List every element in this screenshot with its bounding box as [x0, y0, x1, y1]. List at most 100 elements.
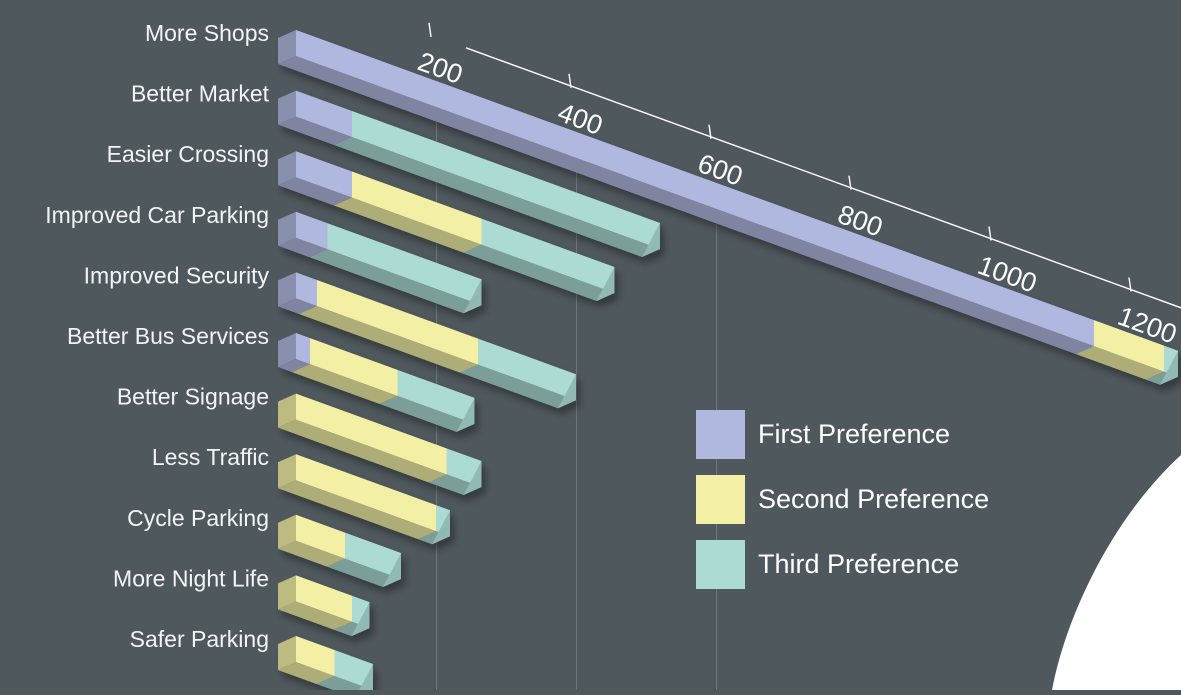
bar-row: First Preference: 20Second Preference: 1…	[278, 333, 475, 432]
category-label: Better Bus Services	[67, 323, 269, 349]
bar-segment: Second Preference: 70	[296, 514, 345, 559]
bar-segment: Second Preference: 100	[1094, 320, 1164, 372]
bar-row: Second Preference: 70Third Preference: 8…	[278, 514, 401, 587]
bar-row: Second Preference: 80Third Preference: 2…	[278, 575, 370, 637]
legend-swatch	[696, 540, 745, 589]
bar-row: First Preference: 1140Second Preference:…	[278, 30, 1178, 385]
bar-row: First Preference: 80Third Preference: 44…	[278, 90, 660, 257]
bar-segment: Second Preference: 185	[352, 171, 482, 245]
bar-segment: First Preference: 80	[296, 151, 352, 198]
bar-segment-bottom	[1076, 346, 1164, 380]
bar-end-cap	[278, 636, 296, 670]
bar-segment: Third Preference: 440	[352, 110, 660, 249]
bar-end-cap	[278, 30, 296, 64]
bar-segment: Third Preference: 80	[345, 532, 401, 579]
bar-segment-bottom	[463, 244, 615, 302]
bar-segment: Third Preference: 220	[327, 223, 482, 306]
bar-segment-bottom	[299, 306, 478, 373]
bar-segment: Second Preference: 55	[296, 636, 335, 676]
category-label: Improved Security	[84, 262, 270, 288]
bar-segment: Second Preference: 125	[310, 338, 398, 396]
axis-tick	[568, 73, 572, 88]
legend-label: First Preference	[758, 419, 950, 449]
bar-segment: First Preference: 45	[296, 211, 328, 250]
bar-segment-bottom	[278, 540, 345, 567]
category-labels: More Shops Better Market Easier Crossing Im…	[45, 20, 269, 652]
bar-end-cap	[278, 90, 296, 125]
axis-tick	[848, 175, 852, 190]
legend-swatch	[696, 475, 745, 524]
legend-label: Second Preference	[758, 484, 989, 514]
bar-segment: Third Preference: 140	[478, 338, 576, 401]
bar-end-face	[456, 397, 475, 432]
legend-label: Third Preference	[758, 549, 959, 579]
bar-segment-bottom	[379, 395, 475, 432]
bar-end-face	[351, 602, 370, 637]
bar-end-cap	[278, 393, 296, 428]
category-label: Better Signage	[117, 384, 269, 410]
legend: First Preference Second Preference Third P…	[696, 410, 989, 589]
axis-tick	[988, 226, 992, 241]
bar-segment-bottom	[278, 116, 352, 145]
axis-line	[465, 47, 1181, 309]
bar-row: Second Preference: 215Third Preference: …	[278, 393, 482, 496]
bar-segment-bottom	[278, 419, 447, 483]
bar-end-face	[356, 663, 373, 695]
bar-segment: Third Preference: 190	[481, 218, 615, 294]
bar-end-face	[383, 552, 401, 587]
bar-segment: Third Preference: 110	[397, 369, 475, 424]
bar-segment: Second Preference: 200	[296, 454, 436, 532]
bar-segment-bottom	[278, 480, 436, 540]
bar-end-face	[558, 374, 576, 409]
bar-segment: First Preference: 80	[296, 90, 352, 137]
axis-tick	[708, 124, 712, 139]
category-label: Improved Car Parking	[45, 202, 269, 228]
axis-tick	[1128, 277, 1132, 292]
category-label: More Night Life	[113, 565, 269, 591]
bar-segment-bottom	[292, 364, 398, 404]
legend-swatch	[696, 410, 745, 459]
bar-segment-bottom	[278, 177, 352, 206]
bar-segment-bottom	[278, 662, 335, 684]
bar-end-cap	[278, 575, 296, 610]
bar-segment-bottom	[460, 364, 576, 409]
bar-end-face	[642, 222, 660, 257]
bar-segment-bottom	[278, 601, 352, 630]
bar-segment: Third Preference: 50	[446, 448, 482, 488]
bar-segment: First Preference: 20	[296, 333, 310, 365]
bar-segment: Second Preference: 215	[296, 393, 447, 475]
bar-row: First Preference: 30Second Preference: 2…	[278, 272, 576, 409]
bar-segment-bottom	[278, 237, 328, 258]
category-label: Better Market	[131, 81, 270, 107]
decorative-arc	[1052, 455, 1181, 690]
bar-segment-bottom	[278, 298, 317, 315]
bar-end-cap	[278, 211, 296, 246]
bar-end-cap	[278, 454, 296, 489]
category-label: More Shops	[145, 20, 269, 46]
bar-segment: Second Preference: 230	[317, 280, 478, 365]
bar-segment-bottom	[334, 197, 482, 253]
bar-end-face	[463, 461, 482, 496]
bar-segment: Second Preference: 80	[296, 575, 352, 622]
bar-segment-bottom	[278, 56, 1094, 355]
bar-segment-bottom	[334, 136, 660, 257]
bar-end-face	[463, 279, 482, 314]
bar-end-cap	[278, 272, 296, 307]
bar-row: First Preference: 45Third Preference: 22…	[278, 211, 482, 314]
bar-segment-bottom	[309, 249, 482, 314]
bar-segment: First Preference: 30	[296, 272, 317, 307]
category-label: Safer Parking	[130, 626, 269, 652]
bar-segment: First Preference: 1140	[296, 30, 1094, 347]
bar-row: First Preference: 80Second Preference: 1…	[278, 151, 615, 302]
bar-row: Second Preference: 55Third Preference: 5…	[278, 636, 373, 695]
bar-end-face	[596, 267, 615, 302]
axis-tick	[428, 22, 432, 38]
bar-row: Second Preference: 200Third Preference: …	[278, 454, 450, 545]
bar-end-face	[432, 510, 450, 545]
bar-end-face	[1160, 350, 1178, 385]
bars: Second Preference: 55 Third Preference: 5…	[278, 30, 1178, 695]
bar-end-cap	[278, 151, 296, 186]
bar-segment-bottom	[278, 359, 310, 373]
